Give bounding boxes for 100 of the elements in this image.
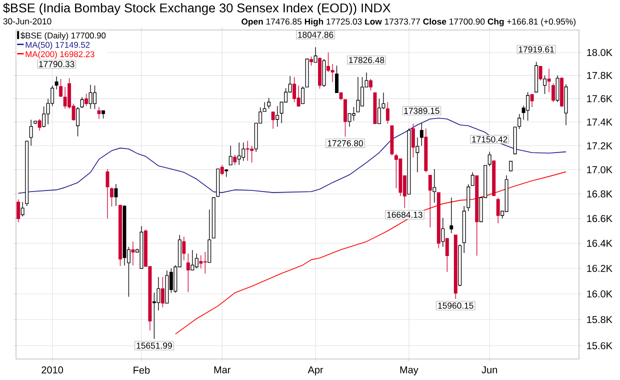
candlestick xyxy=(233,154,237,166)
annotation: 15960.15 xyxy=(438,302,474,309)
candlestick xyxy=(488,152,492,167)
legend-label: $BSE (Daily) 17700.90 xyxy=(20,32,106,40)
candlestick xyxy=(228,146,232,166)
candlestick xyxy=(335,65,338,94)
legend-label: MA(200) 16982.23 xyxy=(26,51,94,59)
annotation: 17826.48 xyxy=(349,57,384,64)
annotation: 16684.13 xyxy=(387,212,422,218)
candlestick xyxy=(428,174,432,228)
candlestick xyxy=(526,92,530,122)
x-tick-label: Apr xyxy=(308,366,324,376)
candlestick xyxy=(356,76,360,112)
candlestick xyxy=(394,154,398,189)
y-tick-label: 16.4K xyxy=(587,240,612,247)
candlestick xyxy=(538,66,542,81)
candlestick xyxy=(156,276,160,311)
candlestick xyxy=(292,76,296,103)
candlestick xyxy=(203,252,207,274)
candlestick xyxy=(470,172,474,186)
candlestick xyxy=(29,120,33,146)
candlestick xyxy=(246,140,250,162)
candlestick xyxy=(552,83,556,103)
candlestick xyxy=(496,197,500,224)
candlestick xyxy=(352,106,356,122)
candlestick xyxy=(466,184,470,212)
candlestick xyxy=(131,241,135,266)
y-tick-label: 17.0K xyxy=(587,166,612,174)
y-tick-label: 17.6K xyxy=(587,95,612,102)
candlestick xyxy=(330,64,334,83)
chart-title: $BSE (India Bombay Stock Exchange 30 Sensex Index (EOD)) INDX xyxy=(3,3,391,16)
candlestick xyxy=(445,238,449,272)
candlestick xyxy=(242,142,246,162)
x-tick-label: May xyxy=(400,366,418,376)
candlestick xyxy=(63,86,67,110)
y-tick-label: 17.4K xyxy=(587,118,612,126)
y-tick-label: 17.2K xyxy=(587,142,612,150)
annotation: 18047.86 xyxy=(298,32,334,38)
y-tick-label: 16.2K xyxy=(587,264,612,272)
candlestick xyxy=(441,218,445,248)
candlestick xyxy=(543,75,547,94)
candlestick xyxy=(530,94,534,108)
candlestick xyxy=(182,236,186,261)
candlestick xyxy=(326,52,330,73)
y-tick-label: 16.6K xyxy=(587,215,612,222)
candlestick xyxy=(267,98,271,110)
line-series xyxy=(175,172,566,335)
candlestick xyxy=(377,98,381,124)
candlestick xyxy=(310,56,314,66)
candlestick xyxy=(547,68,551,93)
chart-subtitle: 30-Jun-2010 xyxy=(3,18,52,25)
candlestick xyxy=(38,118,42,132)
candlestick xyxy=(271,112,275,130)
candlestick xyxy=(296,85,300,108)
candlestick xyxy=(190,250,194,271)
text: Open 17476.85 High 17725.03 Low 17373.77 Close 17700.90 Chg +166.81 (+0.95%) xyxy=(242,18,576,26)
candlestick xyxy=(20,202,24,217)
candlestick xyxy=(411,123,415,158)
candlestick xyxy=(186,253,190,293)
candlestick xyxy=(76,106,80,137)
x-tick-label: Feb xyxy=(134,366,150,374)
candlestick xyxy=(42,106,46,128)
candlestick xyxy=(368,78,372,91)
y-tick-label: 17.8K xyxy=(587,72,612,80)
line-series xyxy=(18,118,566,194)
candlestick xyxy=(220,164,224,176)
candlestick xyxy=(199,254,203,269)
candlestick xyxy=(314,46,318,63)
annotation: 15651.99 xyxy=(136,342,172,349)
candlestick xyxy=(110,187,114,208)
candlestick xyxy=(88,84,92,110)
candlestick xyxy=(432,168,436,204)
candlestick xyxy=(208,209,212,263)
candlestick xyxy=(450,197,454,234)
candlestick xyxy=(59,78,63,98)
candlestick xyxy=(301,86,305,104)
annotation: 17790.33 xyxy=(39,61,74,68)
candlestick xyxy=(54,76,58,90)
y-tick-label: 16.8K xyxy=(587,190,612,198)
y-tick-label: 15.6K xyxy=(587,342,612,350)
candlestick xyxy=(509,161,513,172)
x-tick-label: Jun xyxy=(482,366,497,374)
candlestick xyxy=(276,106,280,128)
y-tick-label: 16.0K xyxy=(587,290,612,298)
candlestick xyxy=(80,96,84,108)
candlestick xyxy=(237,142,241,166)
annotation: 17150.42 xyxy=(472,136,508,143)
candlestick xyxy=(556,75,560,103)
candlestick xyxy=(250,146,254,163)
candlestick xyxy=(84,94,88,106)
candlestick xyxy=(93,85,96,110)
candlestick xyxy=(386,102,390,124)
y-tick-label: 18.0K xyxy=(587,49,612,56)
candlestick xyxy=(16,199,20,223)
annotation: 17919.61 xyxy=(518,46,554,53)
x-tick-label: 2010 xyxy=(42,366,64,374)
candlestick xyxy=(160,276,164,308)
legend-label: MA(50) 17149.52 xyxy=(26,42,90,50)
candlestick xyxy=(194,253,198,269)
candlestick xyxy=(344,99,347,138)
